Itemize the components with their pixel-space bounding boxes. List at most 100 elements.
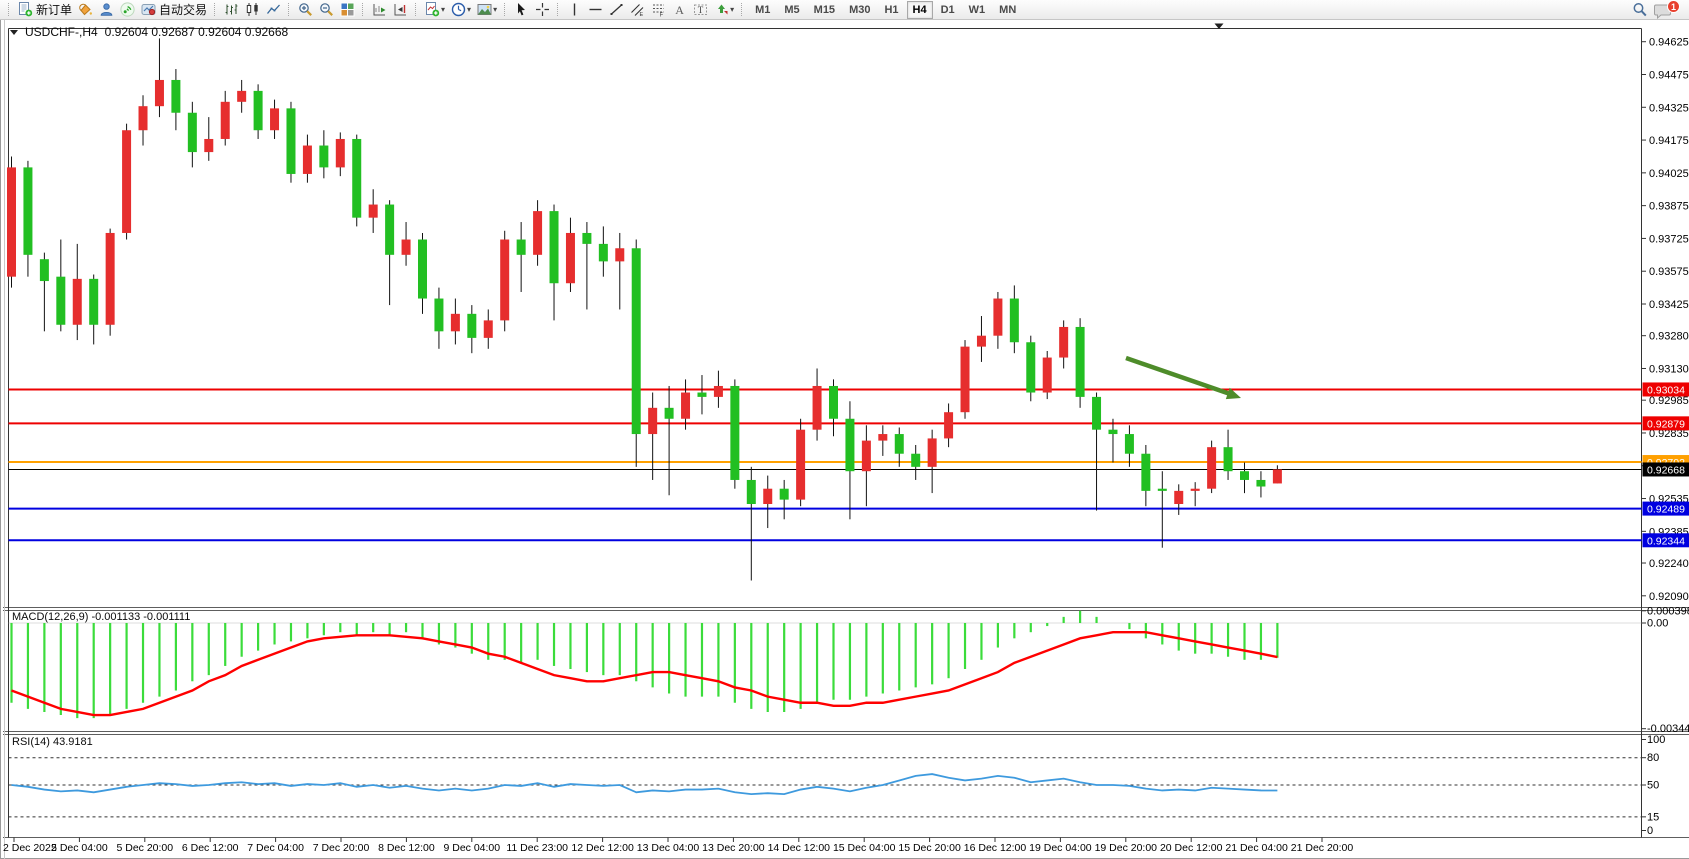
horizontal-lines[interactable]: [8, 388, 1642, 542]
tile-windows-button[interactable]: [338, 1, 357, 19]
chevron-down-icon: ▾: [730, 5, 735, 14]
notification-count-badge: 1: [1667, 0, 1680, 13]
profile-button[interactable]: [97, 1, 116, 19]
timeframe-mn[interactable]: MN: [999, 3, 1017, 16]
svg-text:50: 50: [1647, 780, 1659, 792]
svg-text:15 Dec 20:00: 15 Dec 20:00: [898, 842, 961, 854]
crosshair-button[interactable]: [533, 1, 552, 19]
add-indicator-icon: [426, 2, 440, 17]
svg-text:0.93725: 0.93725: [1649, 233, 1689, 245]
chevron-down-icon: ▾: [467, 5, 472, 14]
zoom-out-button[interactable]: [317, 1, 336, 19]
svg-text:0.92344: 0.92344: [1647, 535, 1685, 547]
svg-text:15 Dec 04:00: 15 Dec 04:00: [833, 842, 896, 854]
toolbar-separator: [415, 3, 418, 16]
notifications-button[interactable]: 1: [1652, 0, 1680, 19]
candlestick-series: [7, 38, 1282, 581]
svg-text:E: E: [640, 12, 644, 17]
signals-icon: [120, 2, 135, 17]
svg-text:100: 100: [1647, 734, 1665, 746]
auto-scroll-icon: [373, 4, 386, 16]
horizontal-line-button[interactable]: [586, 1, 605, 19]
crosshair-icon: [536, 3, 550, 16]
svg-text:0.92985: 0.92985: [1649, 395, 1689, 407]
svg-text:12 Dec 12:00: 12 Dec 12:00: [571, 842, 634, 854]
svg-text:0.94475: 0.94475: [1649, 69, 1689, 81]
chart-shift-icon: [394, 4, 407, 16]
text-button[interactable]: A: [670, 1, 689, 19]
chart-shift-marker-icon[interactable]: [1214, 23, 1224, 30]
signals-button[interactable]: [118, 1, 137, 19]
svg-text:16 Dec 12:00: 16 Dec 12:00: [964, 842, 1027, 854]
paint-bucket-button[interactable]: [76, 1, 95, 19]
svg-text:0.92668: 0.92668: [1647, 464, 1685, 476]
svg-text:0.94025: 0.94025: [1649, 168, 1689, 180]
svg-text:0.92835: 0.92835: [1649, 428, 1689, 440]
chevron-down-icon: ▾: [441, 5, 446, 14]
toolbar-separator: [741, 3, 744, 16]
chart-shift-button[interactable]: [391, 1, 410, 19]
timeframe-m5[interactable]: M5: [784, 3, 800, 16]
cursor-button[interactable]: [512, 1, 531, 19]
timeframe-h1[interactable]: H1: [884, 3, 899, 16]
price-axis: 0.94625 0.94475 0.94325 0.94175 0.94025 0.938…: [1641, 37, 1689, 603]
new-order-icon: [19, 2, 33, 17]
arrows-icon: [718, 4, 728, 15]
equidistant-channel-icon: E: [631, 4, 644, 17]
svg-text:2 Dec 2022: 2 Dec 2022: [3, 842, 57, 854]
timeframe-m15[interactable]: M15: [813, 3, 836, 16]
svg-text:19 Dec 04:00: 19 Dec 04:00: [1029, 842, 1092, 854]
svg-text:0.93875: 0.93875: [1649, 201, 1689, 213]
timeframe-w1[interactable]: W1: [968, 3, 986, 16]
zoom-in-icon: [299, 3, 313, 16]
trend-arrow-annotation[interactable]: [1125, 355, 1243, 404]
templates-button[interactable]: ▾: [475, 1, 499, 19]
svg-text:7 Dec 04:00: 7 Dec 04:00: [247, 842, 304, 854]
auto-scroll-button[interactable]: [370, 1, 389, 19]
svg-text:0.93425: 0.93425: [1649, 299, 1689, 311]
arrows-button[interactable]: ▾: [712, 1, 736, 19]
text-label-button[interactable]: T: [691, 1, 710, 19]
equidistant-channel-button[interactable]: E: [628, 1, 647, 19]
search-icon: [1633, 2, 1647, 16]
svg-text:9 Dec 04:00: 9 Dec 04:00: [443, 842, 500, 854]
toolbar-separator: [8, 3, 11, 16]
ohlc-values: 0.92604 0.92687 0.92604 0.92668: [104, 25, 289, 39]
svg-text:0.93575: 0.93575: [1649, 266, 1689, 278]
timeframe-m30[interactable]: M30: [849, 3, 871, 16]
line-chart-button[interactable]: [264, 1, 283, 19]
macd-signal-line: [11, 631, 1278, 717]
fibonacci-icon: F: [653, 4, 665, 17]
timeframe-h4[interactable]: H4: [906, 0, 933, 19]
svg-text:19 Dec 20:00: 19 Dec 20:00: [1095, 842, 1158, 854]
svg-text:80: 80: [1647, 752, 1659, 764]
zoom-out-icon: [320, 3, 334, 16]
search-button[interactable]: [1630, 1, 1650, 19]
periods-button[interactable]: ▾: [449, 1, 473, 19]
autotrading-label: 自动交易: [159, 3, 208, 17]
timeframe-m1[interactable]: M1: [755, 3, 771, 16]
chart-canvas[interactable]: 0.94625 0.94475 0.94325 0.94175 0.94025 0.938…: [1, 20, 1689, 859]
svg-text:21 Dec 20:00: 21 Dec 20:00: [1291, 842, 1354, 854]
zoom-in-button[interactable]: [296, 1, 315, 19]
svg-text:T: T: [698, 5, 704, 15]
timeframe-d1[interactable]: D1: [940, 3, 955, 16]
symbol-dropdown-icon[interactable]: [10, 29, 18, 39]
svg-text:F: F: [660, 12, 664, 17]
new-order-button[interactable]: 新订单: [16, 1, 74, 19]
text-label-icon: T: [694, 4, 708, 15]
svg-text:0.92879: 0.92879: [1647, 418, 1685, 430]
pane-borders: [3, 20, 1689, 859]
fibonacci-button[interactable]: F: [649, 1, 668, 19]
add-indicator-button[interactable]: ▾: [423, 1, 447, 19]
autotrading-button[interactable]: 自动交易: [139, 1, 209, 19]
chart-window: 0.94625 0.94475 0.94325 0.94175 0.94025 0.938…: [0, 20, 1689, 859]
candlestick-chart-button[interactable]: [243, 1, 262, 19]
svg-text:20 Dec 12:00: 20 Dec 12:00: [1160, 842, 1223, 854]
svg-text:13 Dec 20:00: 13 Dec 20:00: [702, 842, 765, 854]
bar-chart-button[interactable]: [222, 1, 241, 19]
vertical-line-button[interactable]: [565, 1, 584, 19]
svg-text:11 Dec 23:00: 11 Dec 23:00: [506, 842, 568, 854]
svg-text:6 Dec 12:00: 6 Dec 12:00: [182, 842, 239, 854]
trendline-button[interactable]: [607, 1, 626, 19]
